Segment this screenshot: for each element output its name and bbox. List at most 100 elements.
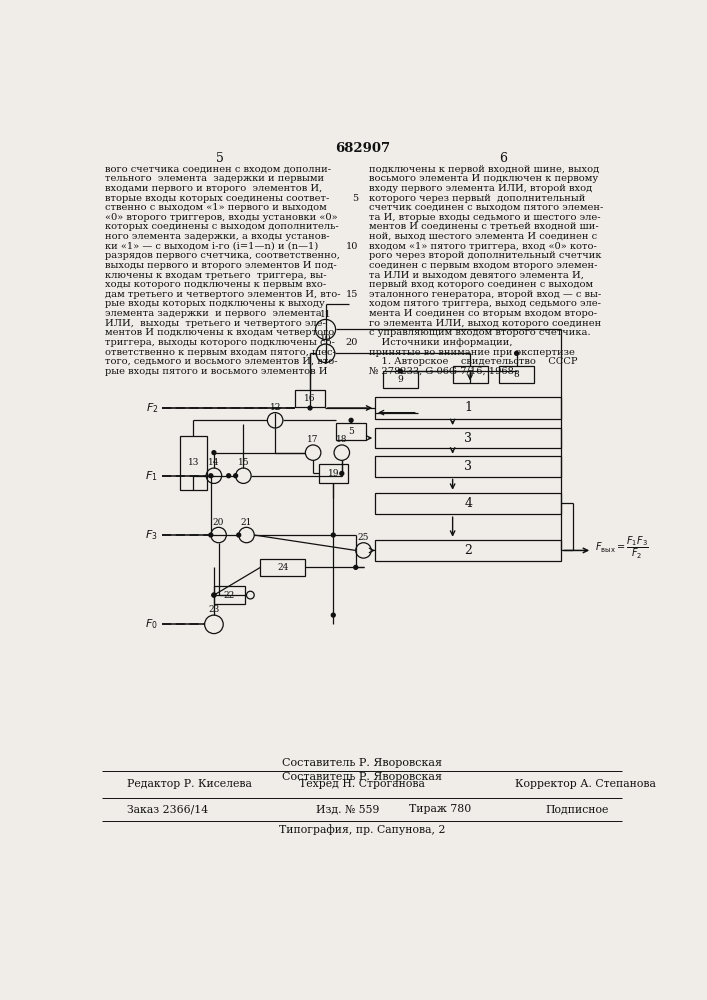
Text: соединен с первым входом второго элемен-: соединен с первым входом второго элемен- [369,261,597,270]
Text: Тираж 780: Тираж 780 [409,804,471,814]
Text: Подписное: Подписное [546,804,609,814]
Text: эталонного генератора, второй вход — с вы-: эталонного генератора, второй вход — с в… [369,290,601,299]
Text: 14: 14 [208,458,220,467]
Text: 5: 5 [348,427,354,436]
Text: ходы которого подключены к первым вхо-: ходы которого подключены к первым вхо- [105,280,327,289]
Text: 20: 20 [346,338,358,347]
Text: 12: 12 [269,403,281,412]
Circle shape [209,474,213,478]
Text: триггера, выходы которого подключены со-: триггера, выходы которого подключены со- [105,338,335,347]
Circle shape [340,472,344,475]
Bar [499,366,534,383]
Text: дам третьего и четвертого элементов И, вто-: дам третьего и четвертого элементов И, в… [105,290,341,299]
Text: 11: 11 [320,310,332,319]
Text: 21: 21 [241,518,252,527]
Bar [383,371,418,388]
Text: 18: 18 [336,435,348,444]
Text: ответственно к первым входам пятого, шес-: ответственно к первым входам пятого, шес… [105,348,337,357]
Text: восьмого элемента И подключен к первому: восьмого элемента И подключен к первому [369,174,598,183]
Text: $F_2$: $F_2$ [146,401,158,415]
Text: 10: 10 [346,242,358,251]
Text: подключены к первой входной шине, выход: подключены к первой входной шине, выход [369,165,599,174]
Text: Составитель Р. Яворовская: Составитель Р. Яворовская [282,772,443,782]
Circle shape [212,451,216,455]
Text: рые входы пятого и восьмого элементов И: рые входы пятого и восьмого элементов И [105,367,328,376]
Bar [375,397,561,419]
Text: $F_3$: $F_3$ [146,528,158,542]
Text: «0» второго триггеров, входы установки «0»: «0» второго триггеров, входы установки «… [105,213,338,222]
Text: счетчик соединен с выходом пятого элемен-: счетчик соединен с выходом пятого элемен… [369,203,603,212]
Bar [375,493,561,514]
Circle shape [212,593,216,597]
Text: $F_{\rm вых}=\dfrac{F_1 F_3}{F_2}$: $F_{\rm вых}=\dfrac{F_1 F_3}{F_2}$ [595,535,649,561]
Text: 20: 20 [213,518,224,527]
Text: которого через первый  дополнительный: которого через первый дополнительный [369,194,585,203]
Circle shape [332,613,335,617]
Text: 3: 3 [464,460,472,473]
Bar [214,586,245,604]
Text: входами первого и второго  элементов И,: входами первого и второго элементов И, [105,184,322,193]
Text: 15: 15 [238,458,249,467]
Text: 5: 5 [216,152,224,165]
Text: вого счетчика соединен с входом дополни-: вого счетчика соединен с входом дополни- [105,165,332,174]
Text: 6: 6 [499,152,507,165]
Text: тельного  элемента  задержки и первыми: тельного элемента задержки и первыми [105,174,325,183]
Text: $F_1$: $F_1$ [146,469,158,483]
Text: ного элемента задержки, а входы установ-: ного элемента задержки, а входы установ- [105,232,330,241]
Text: ментов И подключены к входам четвертого: ментов И подключены к входам четвертого [105,328,334,337]
Text: 682907: 682907 [335,142,390,155]
Text: № 278233, G 06G 7/16, 1968.: № 278233, G 06G 7/16, 1968. [369,367,517,376]
Text: 8: 8 [514,370,520,379]
Circle shape [209,533,213,537]
Text: вторые входы которых соединены соответ-: вторые входы которых соединены соответ- [105,194,329,203]
Text: ходом пятого триггера, выход седьмого эле-: ходом пятого триггера, выход седьмого эл… [369,299,601,308]
Circle shape [398,369,402,373]
Text: 3: 3 [464,432,472,445]
Text: того, седьмого и восьмого элементов И, вто-: того, седьмого и восьмого элементов И, в… [105,357,338,366]
Bar [375,540,561,561]
Text: Типография, пр. Сапунова, 2: Типография, пр. Сапунова, 2 [279,825,445,835]
Text: Составитель Р. Яворовская: Составитель Р. Яворовская [282,758,443,768]
Bar [180,436,207,490]
Text: 13: 13 [187,458,199,467]
Text: с управляющим входом второго счетчика.: с управляющим входом второго счетчика. [369,328,590,337]
Text: Корректор А. Степанова: Корректор А. Степанова [515,779,655,789]
Text: принятые во внимание при экспертизе: принятые во внимание при экспертизе [369,348,575,357]
Bar [452,366,488,383]
Text: $F_0$: $F_0$ [146,617,158,631]
Text: 19: 19 [327,469,339,478]
Text: Заказ 2366/14: Заказ 2366/14 [127,804,209,814]
Text: 7: 7 [467,370,473,379]
Text: 9: 9 [397,375,403,384]
Text: входом «1» пятого триггера, вход «0» кото-: входом «1» пятого триггера, вход «0» кот… [369,242,597,251]
Text: Редактор Р. Киселева: Редактор Р. Киселева [127,779,252,789]
Bar [375,456,561,477]
Text: 23: 23 [209,605,220,614]
Circle shape [354,565,358,569]
Bar [375,428,561,448]
Text: ной, выход шестого элемента И соединен с: ной, выход шестого элемента И соединен с [369,232,597,241]
Text: 25: 25 [358,533,369,542]
Text: 2: 2 [464,544,472,557]
Text: го элемента ИЛИ, выход которого соединен: го элемента ИЛИ, выход которого соединен [369,319,601,328]
Text: Техред Н. Строганова: Техред Н. Строганова [299,779,426,789]
Text: рого через второй дополнительный счетчик: рого через второй дополнительный счетчик [369,251,602,260]
Circle shape [237,533,240,537]
Text: Источники информации,: Источники информации, [369,338,513,347]
Circle shape [349,418,353,422]
Text: та И, вторые входы седьмого и шестого эле-: та И, вторые входы седьмого и шестого эл… [369,213,600,222]
Text: первый вход которого соединен с выходом: первый вход которого соединен с выходом [369,280,593,289]
Text: та ИЛИ и выходом девятого элемента И,: та ИЛИ и выходом девятого элемента И, [369,271,584,280]
Bar [260,559,305,576]
Text: 15: 15 [346,290,358,299]
Circle shape [227,474,230,478]
Circle shape [515,351,518,355]
Circle shape [234,474,238,478]
Text: входу первого элемента ИЛИ, второй вход: входу первого элемента ИЛИ, второй вход [369,184,592,193]
Bar [319,464,348,483]
Text: 4: 4 [464,497,472,510]
Circle shape [332,533,335,537]
Text: 17: 17 [308,435,319,444]
Text: ки «1» — с выходом i-го (i=1—n) и (n—1): ки «1» — с выходом i-го (i=1—n) и (n—1) [105,242,319,251]
Text: 16: 16 [304,394,316,403]
